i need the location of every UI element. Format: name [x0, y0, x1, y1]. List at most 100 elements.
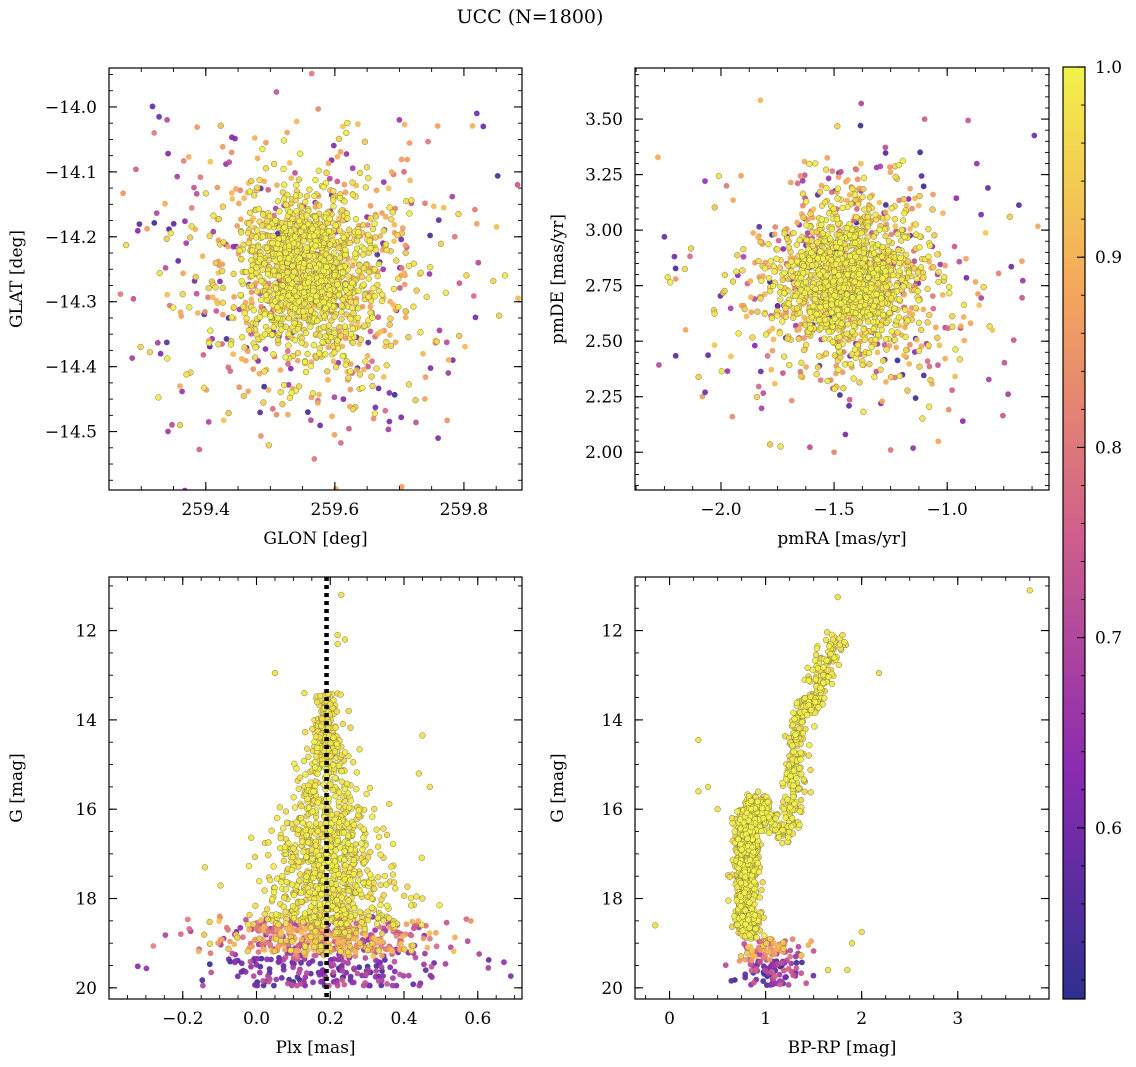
data-point [803, 198, 810, 205]
data-point [422, 396, 428, 402]
data-point [978, 211, 984, 218]
data-point [243, 916, 249, 923]
data-point [916, 192, 923, 200]
data-point [371, 935, 378, 941]
data-point [818, 182, 825, 189]
data-point [828, 189, 835, 196]
data-point [120, 190, 126, 197]
data-point [243, 315, 250, 322]
data-point [345, 273, 352, 280]
data-point [740, 245, 747, 253]
data-point [456, 280, 463, 287]
data-point [445, 357, 452, 363]
data-point [801, 172, 808, 179]
data-point [215, 940, 222, 946]
data-point [402, 249, 409, 257]
data-point [312, 242, 319, 249]
data-point [255, 949, 262, 955]
data-point [368, 895, 376, 902]
data-point [349, 263, 356, 269]
data-point [309, 725, 316, 733]
data-point [264, 930, 271, 936]
data-point [934, 251, 941, 258]
data-point [967, 320, 974, 327]
data-point [914, 287, 921, 295]
data-point [244, 229, 252, 237]
data-point [261, 911, 268, 918]
data-point [853, 166, 860, 173]
data-point [270, 160, 278, 168]
data-point [335, 291, 342, 299]
data-point [206, 940, 214, 947]
data-point [1000, 412, 1006, 419]
data-point [838, 320, 845, 327]
data-point [780, 370, 786, 376]
data-point [305, 753, 312, 760]
data-point [380, 179, 387, 186]
data-point [435, 217, 442, 224]
data-point [378, 982, 385, 989]
data-point [316, 971, 323, 978]
data-point [316, 391, 322, 398]
data-point [375, 874, 382, 881]
data-point [382, 343, 389, 350]
data-point [413, 287, 420, 294]
data-point [219, 936, 225, 943]
data-point [251, 192, 258, 199]
data-point [335, 939, 342, 946]
data-point [472, 314, 479, 321]
data-point [782, 313, 790, 321]
data-point [866, 260, 874, 267]
data-point [972, 279, 979, 285]
data-point [409, 918, 416, 925]
data-point [282, 201, 290, 208]
data-point [365, 339, 372, 346]
data-point [404, 883, 411, 890]
data-point [302, 329, 310, 337]
data-point [843, 306, 851, 314]
data-point [797, 173, 804, 179]
data-point [282, 908, 289, 915]
data-point [241, 344, 248, 351]
data-point [241, 309, 248, 317]
data-point [256, 176, 263, 184]
data-point [206, 918, 213, 926]
data-point [854, 176, 861, 183]
data-point [777, 296, 784, 303]
data-point [455, 210, 462, 218]
data-point [868, 285, 875, 292]
data-point [822, 302, 830, 310]
data-point [280, 165, 287, 173]
data-point [312, 176, 319, 184]
data-point [443, 339, 450, 346]
data-point [953, 195, 960, 202]
data-point [164, 355, 171, 362]
data-point [193, 190, 200, 197]
data-point [831, 449, 837, 456]
data-point [810, 206, 817, 213]
data-point [355, 287, 362, 294]
data-point [463, 916, 470, 922]
data-point [401, 168, 407, 175]
data-point [392, 339, 399, 346]
data-point [304, 221, 312, 228]
data-point [323, 263, 330, 271]
data-point [417, 329, 424, 336]
data-point [758, 277, 765, 284]
data-point [949, 387, 955, 393]
data-point [475, 259, 482, 266]
data-point [282, 354, 289, 361]
data-point [355, 267, 362, 275]
data-point [807, 325, 814, 332]
data-point [379, 291, 386, 298]
data-point [833, 215, 841, 223]
data-point [898, 226, 906, 233]
data-point [252, 234, 260, 241]
data-point [341, 181, 348, 188]
data-point [856, 319, 864, 326]
data-point [240, 392, 247, 400]
data-point [368, 373, 375, 380]
data-point [387, 964, 394, 971]
data-point [530, 923, 536, 929]
data-point [219, 299, 226, 306]
